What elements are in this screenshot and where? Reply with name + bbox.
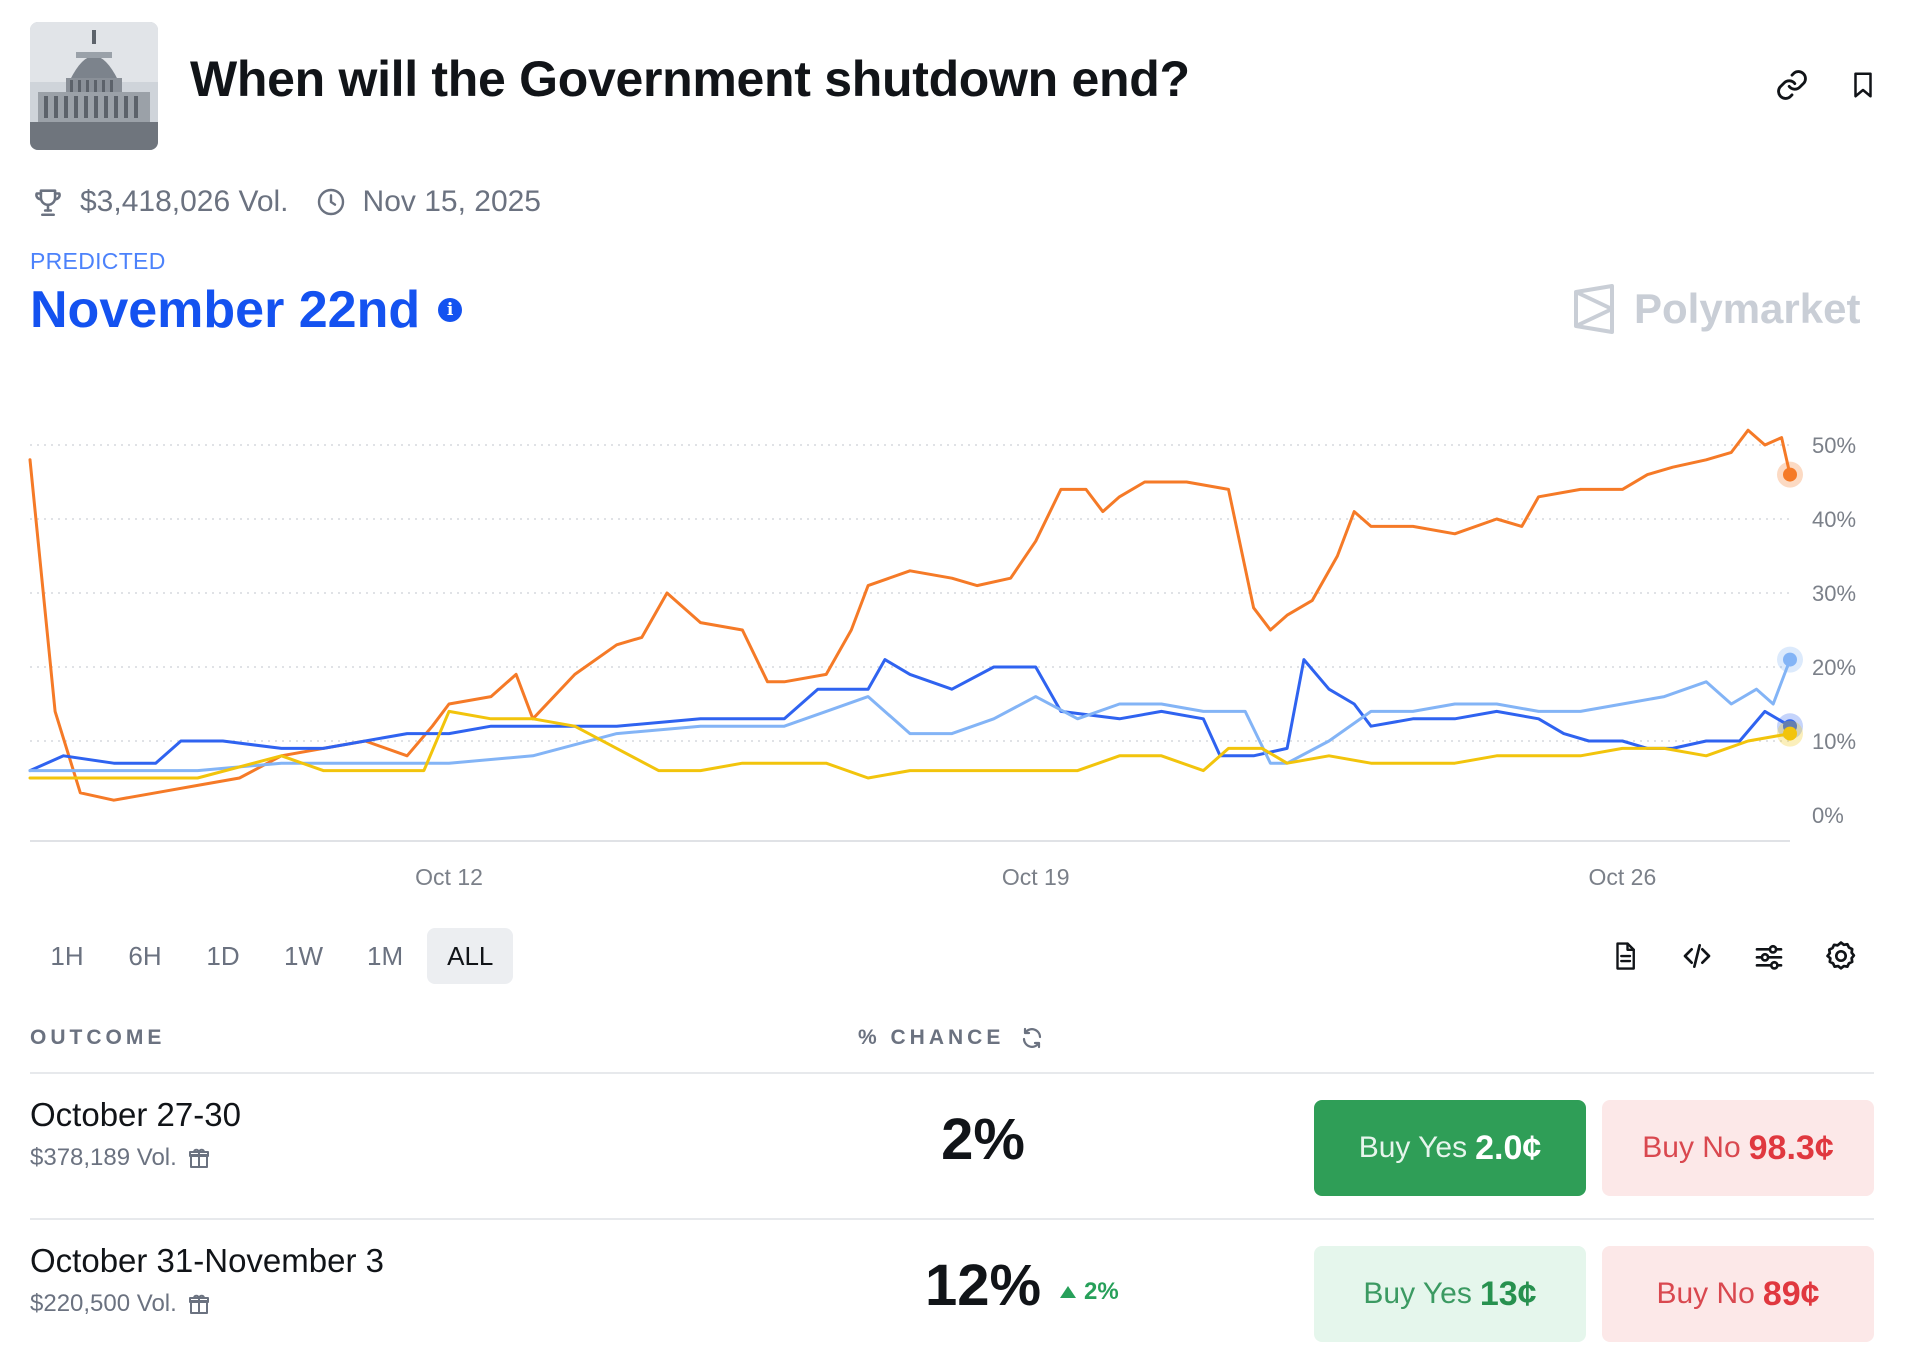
series-line-1 [28, 428, 1792, 802]
settings-gear-icon[interactable] [1819, 934, 1863, 978]
range-1d[interactable]: 1D [206, 940, 240, 971]
polymarket-logo: Polymarket [1572, 284, 1860, 334]
buy-no-label: Buy No [1642, 1131, 1741, 1164]
embed-code-icon[interactable] [1675, 934, 1719, 978]
filter-sliders-icon[interactable] [1747, 934, 1791, 978]
buy-no-button[interactable]: Buy No 98.3¢ [1602, 1100, 1874, 1196]
range-1w[interactable]: 1W [284, 940, 323, 971]
bookmark-icon[interactable] [1840, 62, 1886, 108]
market-title: When will the Government shutdown end? [190, 51, 1190, 107]
outcome-volume-value: $220,500 Vol. [30, 1290, 177, 1317]
predicted-label: PREDICTED [30, 248, 166, 274]
link-icon[interactable] [1769, 62, 1815, 108]
y-tick-label: 0% [1812, 803, 1844, 828]
info-icon[interactable]: i [438, 298, 463, 322]
outcome-column-header: OUTCOME [30, 1026, 166, 1049]
y-tick-label: 50% [1812, 433, 1856, 458]
market-volume: $3,418,026 Vol. [80, 185, 289, 218]
range-all[interactable]: ALL [427, 928, 514, 984]
series-line-3 [28, 658, 1792, 773]
chance-column-label: % CHANCE [858, 1026, 1005, 1049]
series-line-4 [28, 709, 1792, 780]
y-tick-label: 10% [1812, 729, 1856, 754]
chance-change-value: 2% [1084, 1278, 1119, 1305]
range-1h[interactable]: 1H [50, 940, 84, 971]
series-end-point-4 [1783, 726, 1797, 741]
range-1m[interactable]: 1M [367, 940, 404, 971]
buy-no-label: Buy No [1656, 1277, 1755, 1310]
outcome-chance: 2% [941, 1107, 1025, 1172]
outcome-volume: $220,500 Vol. [30, 1290, 211, 1318]
market-end-date: Nov 15, 2025 [362, 185, 541, 218]
buy-no-button[interactable]: Buy No 89¢ [1602, 1246, 1874, 1342]
buy-yes-label: Buy Yes [1363, 1277, 1472, 1310]
buy-yes-button[interactable]: Buy Yes 2.0¢ [1314, 1100, 1586, 1196]
outcome-name: October 31-November 3 [30, 1242, 384, 1279]
x-tick-label: Oct 12 [415, 864, 483, 890]
outcome-volume-value: $378,189 Vol. [30, 1144, 177, 1171]
market-header: When will the Government shutdown end? [30, 22, 1880, 152]
outcome-row[interactable]: October 27-30 $378,189 Vol. 2% Buy Yes 2… [30, 1074, 1874, 1220]
market-image [30, 22, 158, 150]
trophy-icon [30, 184, 66, 220]
series-end-point-3 [1783, 652, 1797, 667]
buy-yes-price: 13¢ [1479, 1274, 1537, 1313]
table-divider [30, 1218, 1874, 1220]
y-tick-label: 30% [1812, 581, 1856, 606]
x-tick-label: Oct 26 [1588, 864, 1656, 890]
x-tick-label: Oct 19 [1002, 864, 1070, 890]
chance-change: 2% [1060, 1278, 1119, 1306]
document-icon[interactable] [1603, 934, 1647, 978]
y-tick-label: 20% [1812, 655, 1856, 680]
market-meta: $3,418,026 Vol. Nov 15, 2025 [30, 180, 541, 224]
clock-icon [313, 184, 349, 220]
chance-column-header: % CHANCE [858, 1026, 1044, 1050]
y-tick-label: 40% [1812, 507, 1856, 532]
buy-yes-price: 2.0¢ [1475, 1128, 1542, 1167]
refresh-icon[interactable] [1020, 1026, 1044, 1050]
price-chart-svg[interactable]: 0% 10% 20% 30% 40% 50% Oct 12 Oct 19 Oct 26 [0, 400, 1926, 900]
price-chart[interactable]: 0% 10% 20% 30% 40% 50% Oct 12 Oct 19 Oct 26 [0, 400, 1926, 900]
outcome-name: October 27-30 [30, 1096, 241, 1133]
gift-icon[interactable] [187, 1292, 211, 1316]
series-end-point-1 [1783, 467, 1797, 482]
buy-no-price: 98.3¢ [1748, 1128, 1834, 1167]
outcome-volume: $378,189 Vol. [30, 1144, 211, 1172]
brand-name: Polymarket [1634, 285, 1861, 332]
up-arrow-icon [1060, 1286, 1076, 1298]
range-6h[interactable]: 6H [128, 940, 162, 971]
buy-no-price: 89¢ [1762, 1274, 1820, 1313]
buy-yes-label: Buy Yes [1358, 1131, 1468, 1164]
polymarket-logo-icon [1574, 284, 1614, 334]
gift-icon[interactable] [187, 1146, 211, 1170]
table-divider [30, 1072, 1874, 1074]
predicted-value: November 22nd [30, 281, 421, 339]
time-range-selector: 1H 6H 1D 1W 1M ALL [30, 928, 517, 984]
outcome-row[interactable]: October 31-November 3 $220,500 Vol. 12% … [30, 1220, 1874, 1360]
buy-yes-button[interactable]: Buy Yes 13¢ [1314, 1246, 1586, 1342]
predicted-outcome: November 22nd i [30, 280, 463, 340]
outcome-chance: 12% [924, 1253, 1042, 1318]
